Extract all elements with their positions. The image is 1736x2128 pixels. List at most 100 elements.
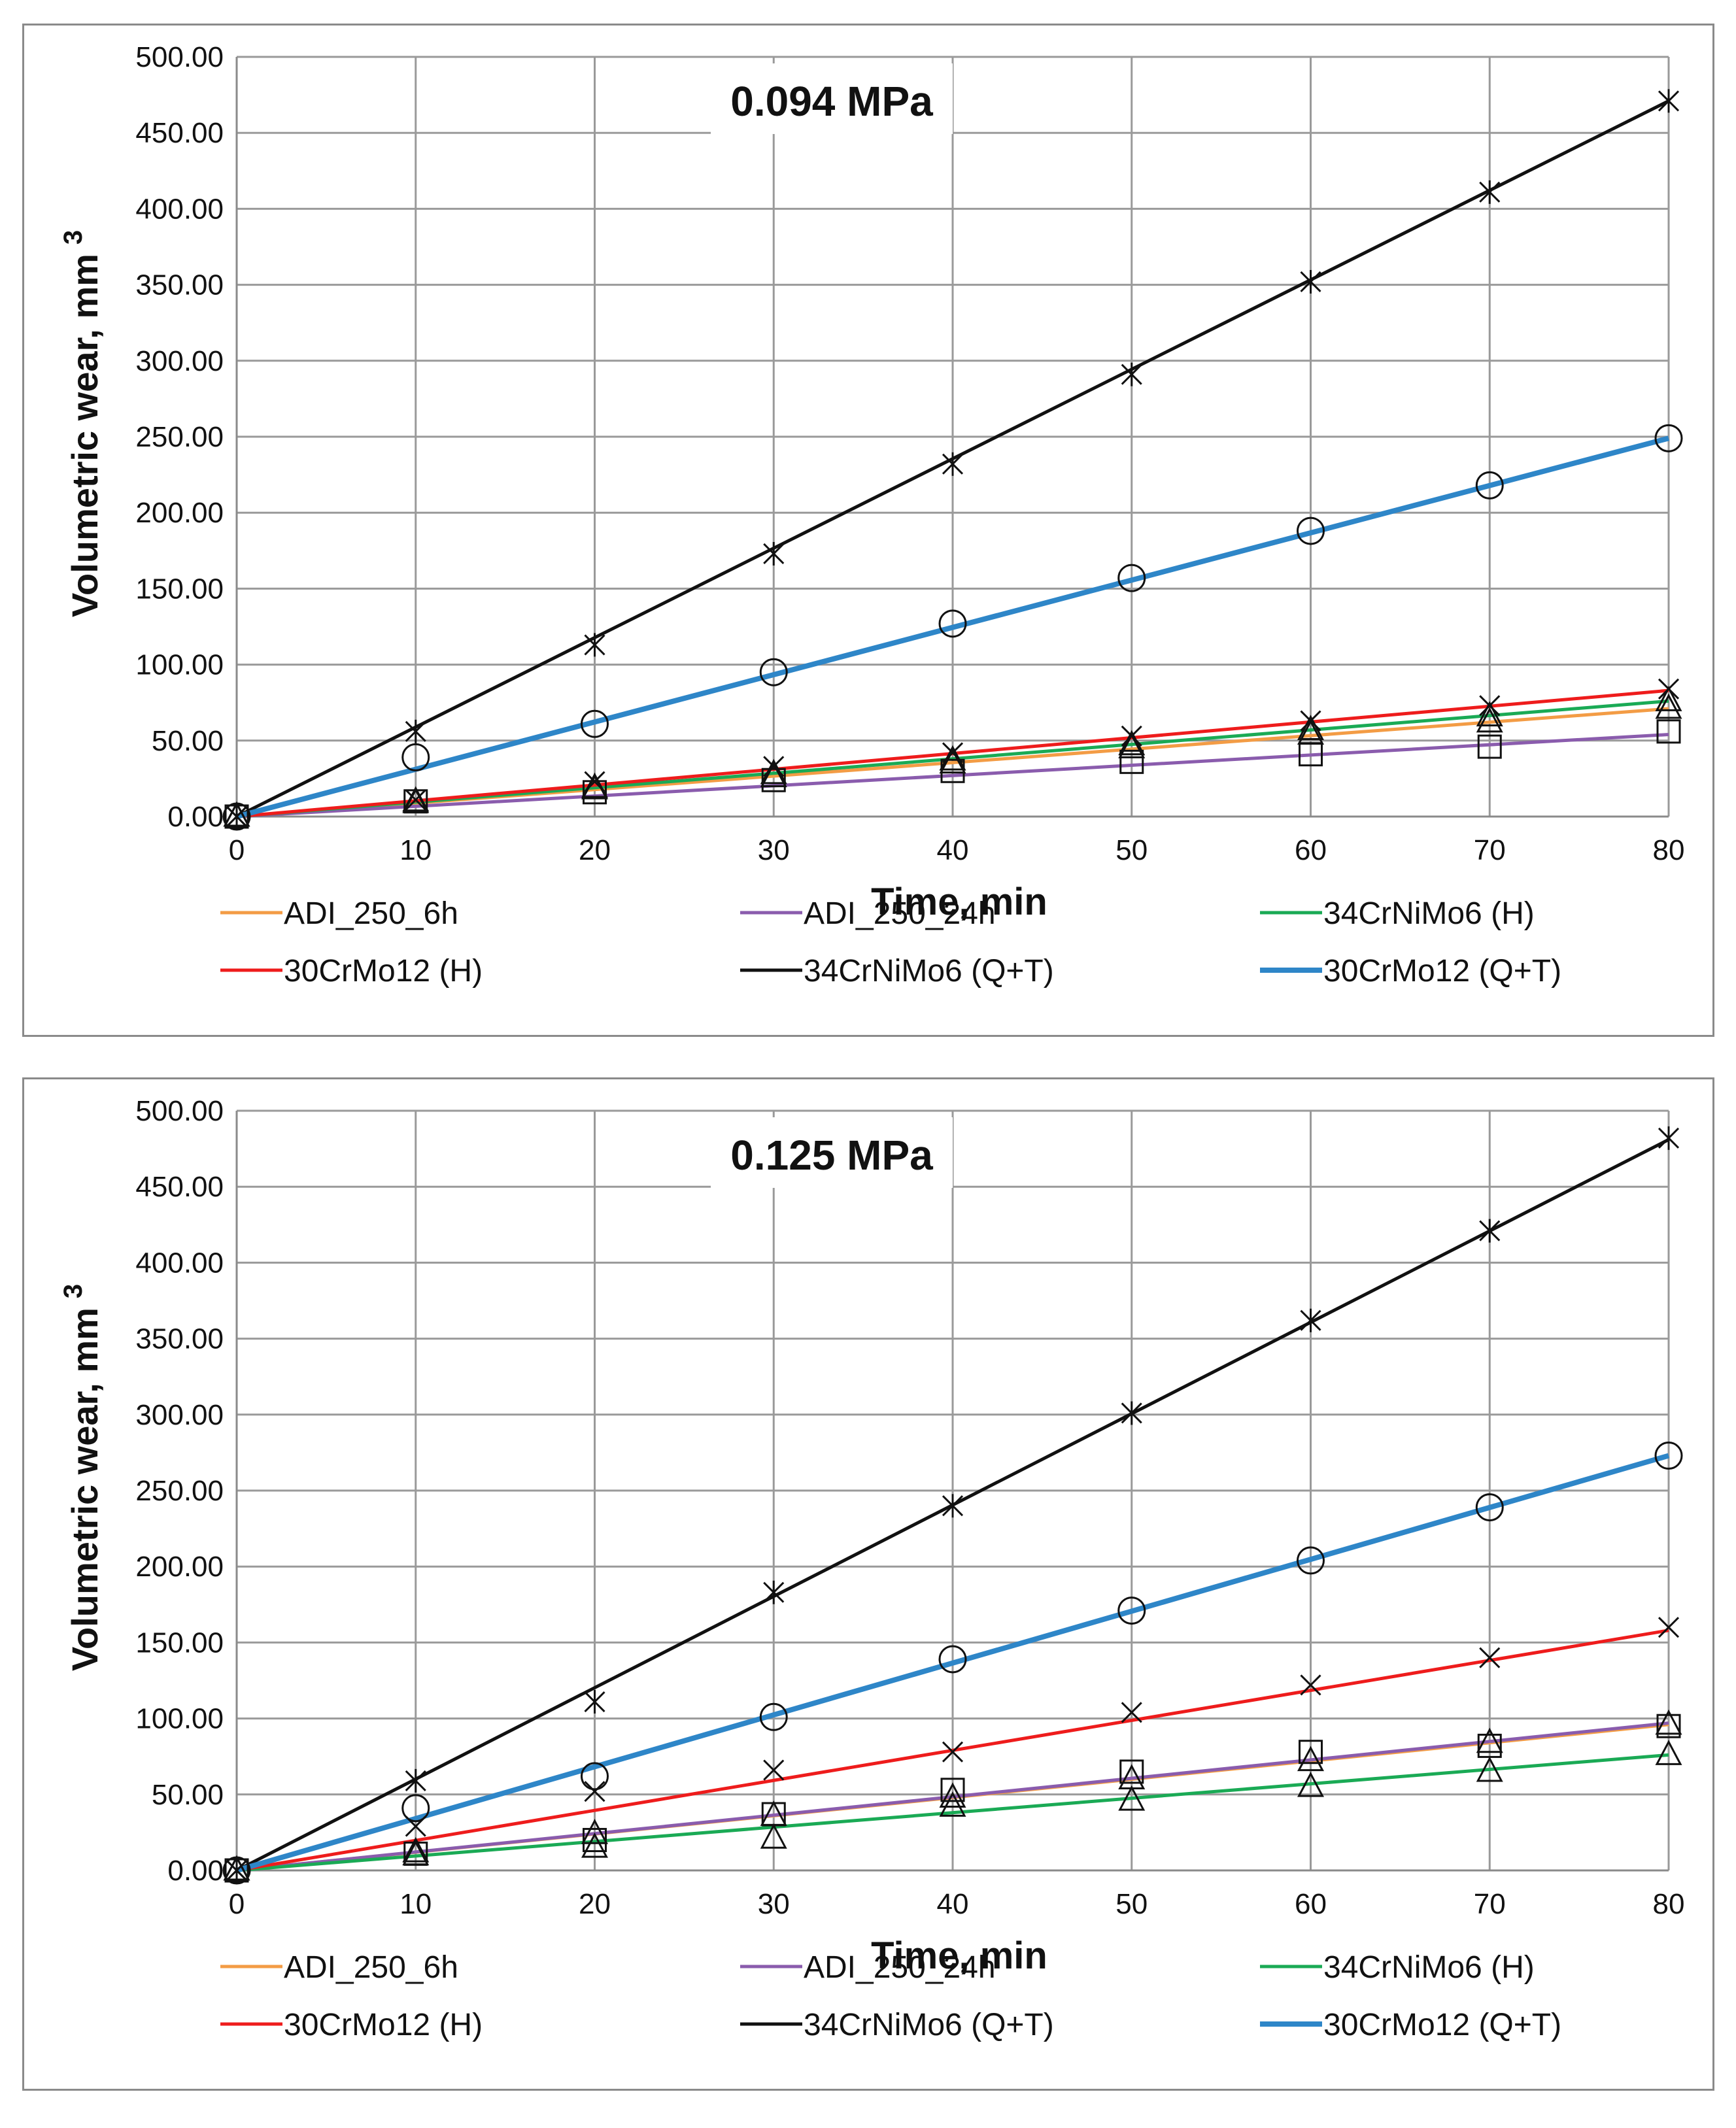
x-tick-label: 10 xyxy=(400,834,432,866)
marker-adi-250-24h xyxy=(940,758,965,783)
marker-30crmo12-q-t- xyxy=(759,658,788,686)
marker-34crnimo6-q-t- xyxy=(226,1859,248,1882)
marker-adi-250-6h xyxy=(1655,693,1682,719)
marker-star-shape xyxy=(405,719,426,743)
marker-star-shape xyxy=(942,1494,964,1518)
marker-square-shape xyxy=(1656,719,1681,744)
x-tick-label: 10 xyxy=(400,1888,432,1920)
marker-34crnimo6-q-t- xyxy=(1658,89,1680,113)
marker-x-shape xyxy=(763,756,785,777)
marker-triangle-shape xyxy=(581,1832,608,1858)
legend-label: 34CrNiMo6 (Q+T) xyxy=(804,2008,1054,2042)
marker-34crnimo6-h- xyxy=(1476,1756,1503,1782)
marker-30crmo12-q-t- xyxy=(222,1856,251,1885)
marker-34crnimo6-h- xyxy=(581,772,608,798)
marker-adi-250-6h xyxy=(1118,733,1146,758)
marker-34crnimo6-h- xyxy=(1655,1740,1682,1765)
marker-30crmo12-h- xyxy=(1121,725,1142,747)
marker-30crmo12-h- xyxy=(763,756,785,777)
marker-circle-shape xyxy=(222,802,251,831)
marker-34crnimo6-h- xyxy=(1476,701,1503,727)
marker-x-shape xyxy=(1121,725,1142,747)
marker-34crnimo6-q-t- xyxy=(1121,362,1142,386)
marker-adi-250-6h xyxy=(402,1836,430,1863)
marker-square-shape xyxy=(940,1778,965,1802)
marker-30crmo12-h- xyxy=(763,1759,785,1781)
chart-title: 0.094 MPa xyxy=(730,78,933,125)
y-tick-label: 200.00 xyxy=(135,1551,224,1583)
marker-30crmo12-q-t- xyxy=(1475,471,1504,499)
y-tick-label: 200.00 xyxy=(135,497,224,529)
marker-adi-250-24h xyxy=(1656,719,1681,744)
marker-34crnimo6-h- xyxy=(760,1823,787,1849)
legend-label: 30CrMo12 (H) xyxy=(284,2008,483,2042)
marker-30crmo12-h- xyxy=(1658,678,1680,700)
marker-triangle-shape xyxy=(1118,733,1146,758)
marker-star-shape xyxy=(1300,1308,1321,1332)
marker-adi-250-6h xyxy=(760,762,787,788)
y-tick-label: 250.00 xyxy=(135,421,224,453)
legend-label: 30CrMo12 (H) xyxy=(284,954,483,988)
marker-x-shape xyxy=(1479,1647,1501,1668)
marker-circle-shape xyxy=(401,1794,430,1823)
y-tick-label: 450.00 xyxy=(135,117,224,149)
marker-star-shape xyxy=(1479,180,1501,204)
marker-30crmo12-h- xyxy=(405,789,426,811)
marker-triangle-shape xyxy=(581,772,608,798)
marker-circle-shape xyxy=(1475,1493,1504,1522)
legend-label: ADI_250_24h xyxy=(804,896,996,931)
marker-x-shape xyxy=(405,789,426,811)
marker-triangle-shape xyxy=(1655,693,1682,719)
marker-triangle-shape xyxy=(1655,1740,1682,1765)
marker-triangle-shape xyxy=(1476,1727,1503,1753)
marker-34crnimo6-q-t- xyxy=(1300,269,1321,294)
marker-adi-250-24h xyxy=(583,1828,607,1853)
marker-triangle-shape xyxy=(939,1782,966,1808)
marker-x-shape xyxy=(1300,1674,1321,1696)
marker-adi-250-6h xyxy=(1655,1709,1682,1735)
marker-30crmo12-q-t- xyxy=(938,1645,967,1674)
marker-30crmo12-q-t- xyxy=(938,609,967,638)
x-tick-label: 80 xyxy=(1653,1888,1685,1920)
x-tick-label: 20 xyxy=(579,834,611,866)
marker-x-shape xyxy=(1658,678,1680,700)
chart-title: 0.125 MPa xyxy=(730,1132,933,1179)
marker-star-shape xyxy=(1121,362,1142,386)
x-tick-label: 0 xyxy=(229,834,245,866)
marker-adi-250-6h xyxy=(939,1782,966,1808)
marker-30crmo12-q-t- xyxy=(1297,516,1325,545)
marker-30crmo12-q-t- xyxy=(1297,1546,1325,1575)
marker-star-shape xyxy=(226,1859,248,1882)
y-tick-label: 50.00 xyxy=(152,725,224,757)
marker-30crmo12-q-t- xyxy=(1117,564,1146,592)
chart-panel-top: 0 10 20 30 40 50 60 70 80 0.00 50.00 100.00 150.00 20… xyxy=(22,24,1714,1037)
legend-label: ADI_250_6h xyxy=(284,896,458,931)
marker-circle-shape xyxy=(222,1856,251,1885)
marker-triangle-shape xyxy=(760,1823,787,1849)
marker-34crnimo6-h- xyxy=(1297,1771,1324,1797)
marker-30crmo12-q-t- xyxy=(401,743,430,771)
y-tick-label: 350.00 xyxy=(135,269,224,301)
x-tick-label: 50 xyxy=(1115,834,1148,866)
x-tick-label: 20 xyxy=(579,1888,611,1920)
x-tick-label: 40 xyxy=(937,1888,969,1920)
marker-star-shape xyxy=(584,633,605,657)
marker-triangle-shape xyxy=(1655,1709,1682,1735)
marker-circle-shape xyxy=(1117,1596,1146,1625)
marker-star-shape xyxy=(1658,1126,1680,1150)
marker-circle-shape xyxy=(1475,471,1504,499)
marker-square-shape xyxy=(1299,1740,1323,1765)
marker-x-shape xyxy=(942,1741,964,1763)
marker-star-shape xyxy=(405,1768,426,1793)
y-axis-label-text: Volumetric wear, mm xyxy=(64,1308,105,1671)
y-tick-label: 150.00 xyxy=(135,573,224,605)
y-axis-label: Volumetric wear, mm 3 xyxy=(59,1284,105,1671)
marker-34crnimo6-q-t- xyxy=(584,633,605,657)
marker-adi-250-24h xyxy=(1656,1714,1681,1738)
marker-30crmo12-h- xyxy=(1300,710,1321,732)
x-tick-label: 40 xyxy=(937,834,969,866)
chart-svg-top: 0 10 20 30 40 50 60 70 80 0.00 50.00 100.00 150.00 20… xyxy=(59,41,1684,988)
marker-triangle-shape xyxy=(1476,707,1503,733)
x-tick-label: 30 xyxy=(758,834,790,866)
marker-30crmo12-q-t- xyxy=(1654,424,1683,452)
